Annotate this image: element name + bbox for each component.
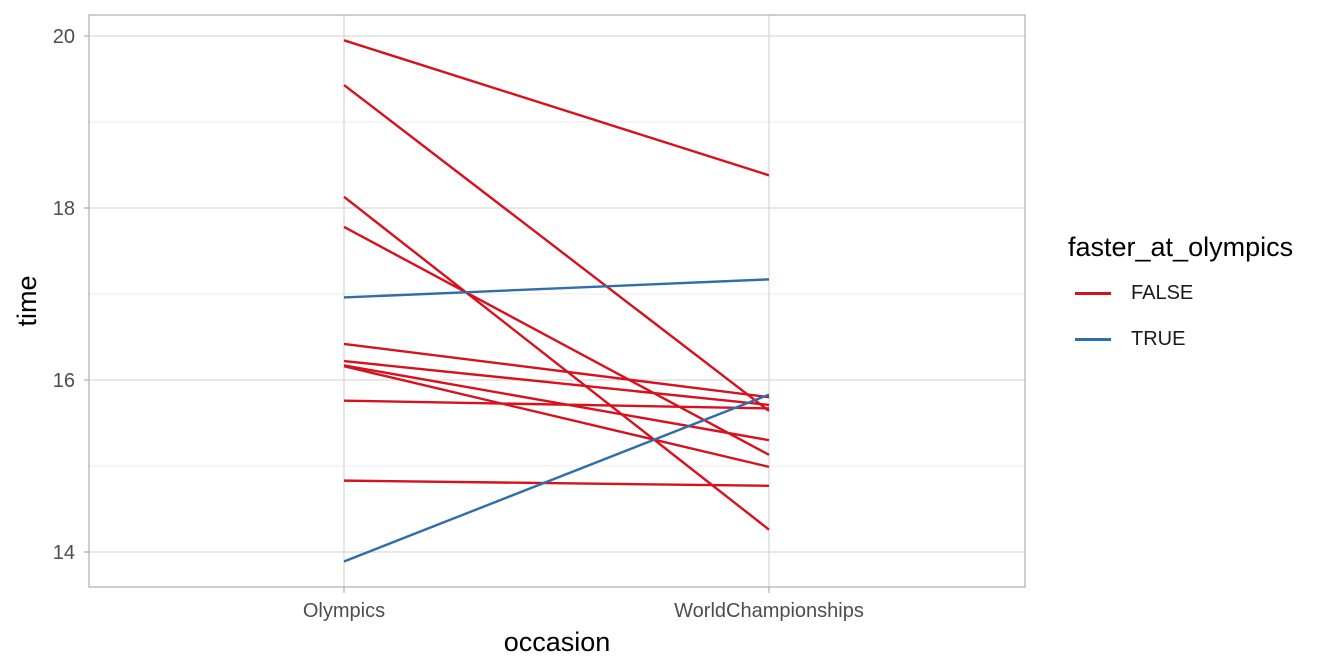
y-tick-label: 20 bbox=[53, 26, 75, 48]
legend: faster_at_olympics FALSE TRUE bbox=[1068, 232, 1293, 355]
series-line-false bbox=[343, 225, 770, 456]
legend-item-false: FALSE bbox=[1068, 277, 1293, 309]
y-tick-label: 14 bbox=[53, 542, 75, 564]
legend-label: FALSE bbox=[1131, 281, 1194, 304]
series-line-false bbox=[343, 399, 770, 410]
series-line-false bbox=[343, 342, 770, 399]
grid-lines bbox=[89, 15, 1025, 587]
x-axis-title: occasion bbox=[504, 627, 611, 657]
legend-key-true bbox=[1075, 337, 1111, 341]
y-tick-label: 16 bbox=[53, 370, 75, 392]
y-tick-label: 18 bbox=[53, 198, 75, 220]
series-line-false bbox=[343, 84, 770, 412]
series-line-false bbox=[343, 364, 770, 442]
series-line-false bbox=[343, 195, 770, 531]
y-axis-title: time bbox=[12, 275, 42, 326]
series-line-false bbox=[343, 479, 770, 487]
legend-label: TRUE bbox=[1131, 327, 1186, 350]
legend-title: faster_at_olympics bbox=[1068, 232, 1294, 262]
x-tick-label: WorldChampionships bbox=[674, 600, 864, 622]
panel-border bbox=[88, 14, 1026, 588]
x-tick-label: Olympics bbox=[303, 600, 385, 622]
series-line-false bbox=[343, 359, 770, 407]
legend-key-false bbox=[1075, 291, 1111, 295]
y-axis: 14 16 18 20 bbox=[53, 26, 89, 564]
x-axis: Olympics WorldChampionships bbox=[303, 587, 864, 622]
series-line-false bbox=[343, 39, 770, 177]
series-line-true bbox=[343, 393, 770, 563]
series-line-false bbox=[343, 365, 770, 469]
legend-item-true: TRUE bbox=[1068, 323, 1293, 355]
series-line-true bbox=[343, 278, 770, 299]
data-lines bbox=[343, 39, 770, 563]
